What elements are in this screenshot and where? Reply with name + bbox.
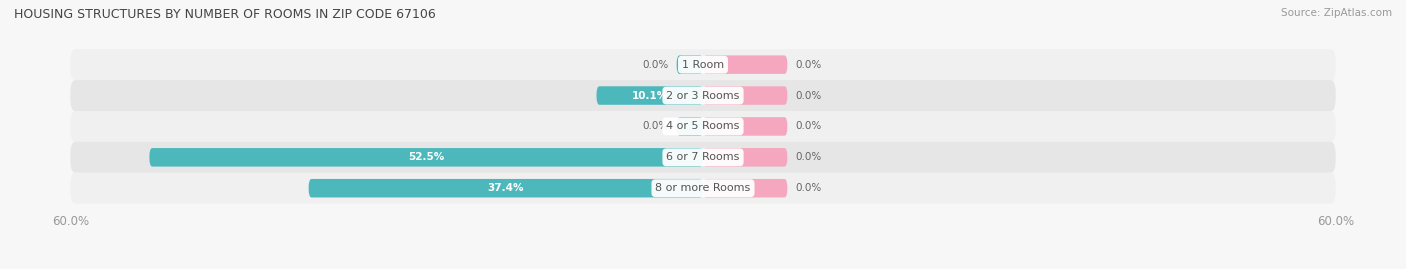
- FancyBboxPatch shape: [703, 117, 787, 136]
- Text: 0.0%: 0.0%: [643, 60, 668, 70]
- FancyBboxPatch shape: [70, 80, 1336, 111]
- FancyBboxPatch shape: [596, 86, 703, 105]
- FancyBboxPatch shape: [676, 55, 703, 74]
- Text: Source: ZipAtlas.com: Source: ZipAtlas.com: [1281, 8, 1392, 18]
- FancyBboxPatch shape: [70, 173, 1336, 204]
- FancyBboxPatch shape: [703, 86, 787, 105]
- Text: 8 or more Rooms: 8 or more Rooms: [655, 183, 751, 193]
- Text: HOUSING STRUCTURES BY NUMBER OF ROOMS IN ZIP CODE 67106: HOUSING STRUCTURES BY NUMBER OF ROOMS IN…: [14, 8, 436, 21]
- FancyBboxPatch shape: [703, 179, 787, 197]
- Text: 10.1%: 10.1%: [631, 91, 668, 101]
- FancyBboxPatch shape: [149, 148, 703, 167]
- Text: 37.4%: 37.4%: [488, 183, 524, 193]
- Text: 0.0%: 0.0%: [796, 91, 823, 101]
- Text: 52.5%: 52.5%: [408, 152, 444, 162]
- Text: 4 or 5 Rooms: 4 or 5 Rooms: [666, 121, 740, 132]
- Text: 0.0%: 0.0%: [643, 121, 668, 132]
- Text: 0.0%: 0.0%: [796, 183, 823, 193]
- Text: 0.0%: 0.0%: [796, 60, 823, 70]
- FancyBboxPatch shape: [703, 55, 787, 74]
- Text: 2 or 3 Rooms: 2 or 3 Rooms: [666, 91, 740, 101]
- FancyBboxPatch shape: [309, 179, 703, 197]
- Text: 0.0%: 0.0%: [796, 152, 823, 162]
- FancyBboxPatch shape: [70, 111, 1336, 142]
- Text: 6 or 7 Rooms: 6 or 7 Rooms: [666, 152, 740, 162]
- Text: 0.0%: 0.0%: [796, 121, 823, 132]
- FancyBboxPatch shape: [703, 148, 787, 167]
- Text: 1 Room: 1 Room: [682, 60, 724, 70]
- FancyBboxPatch shape: [70, 142, 1336, 173]
- FancyBboxPatch shape: [676, 117, 703, 136]
- FancyBboxPatch shape: [70, 49, 1336, 80]
